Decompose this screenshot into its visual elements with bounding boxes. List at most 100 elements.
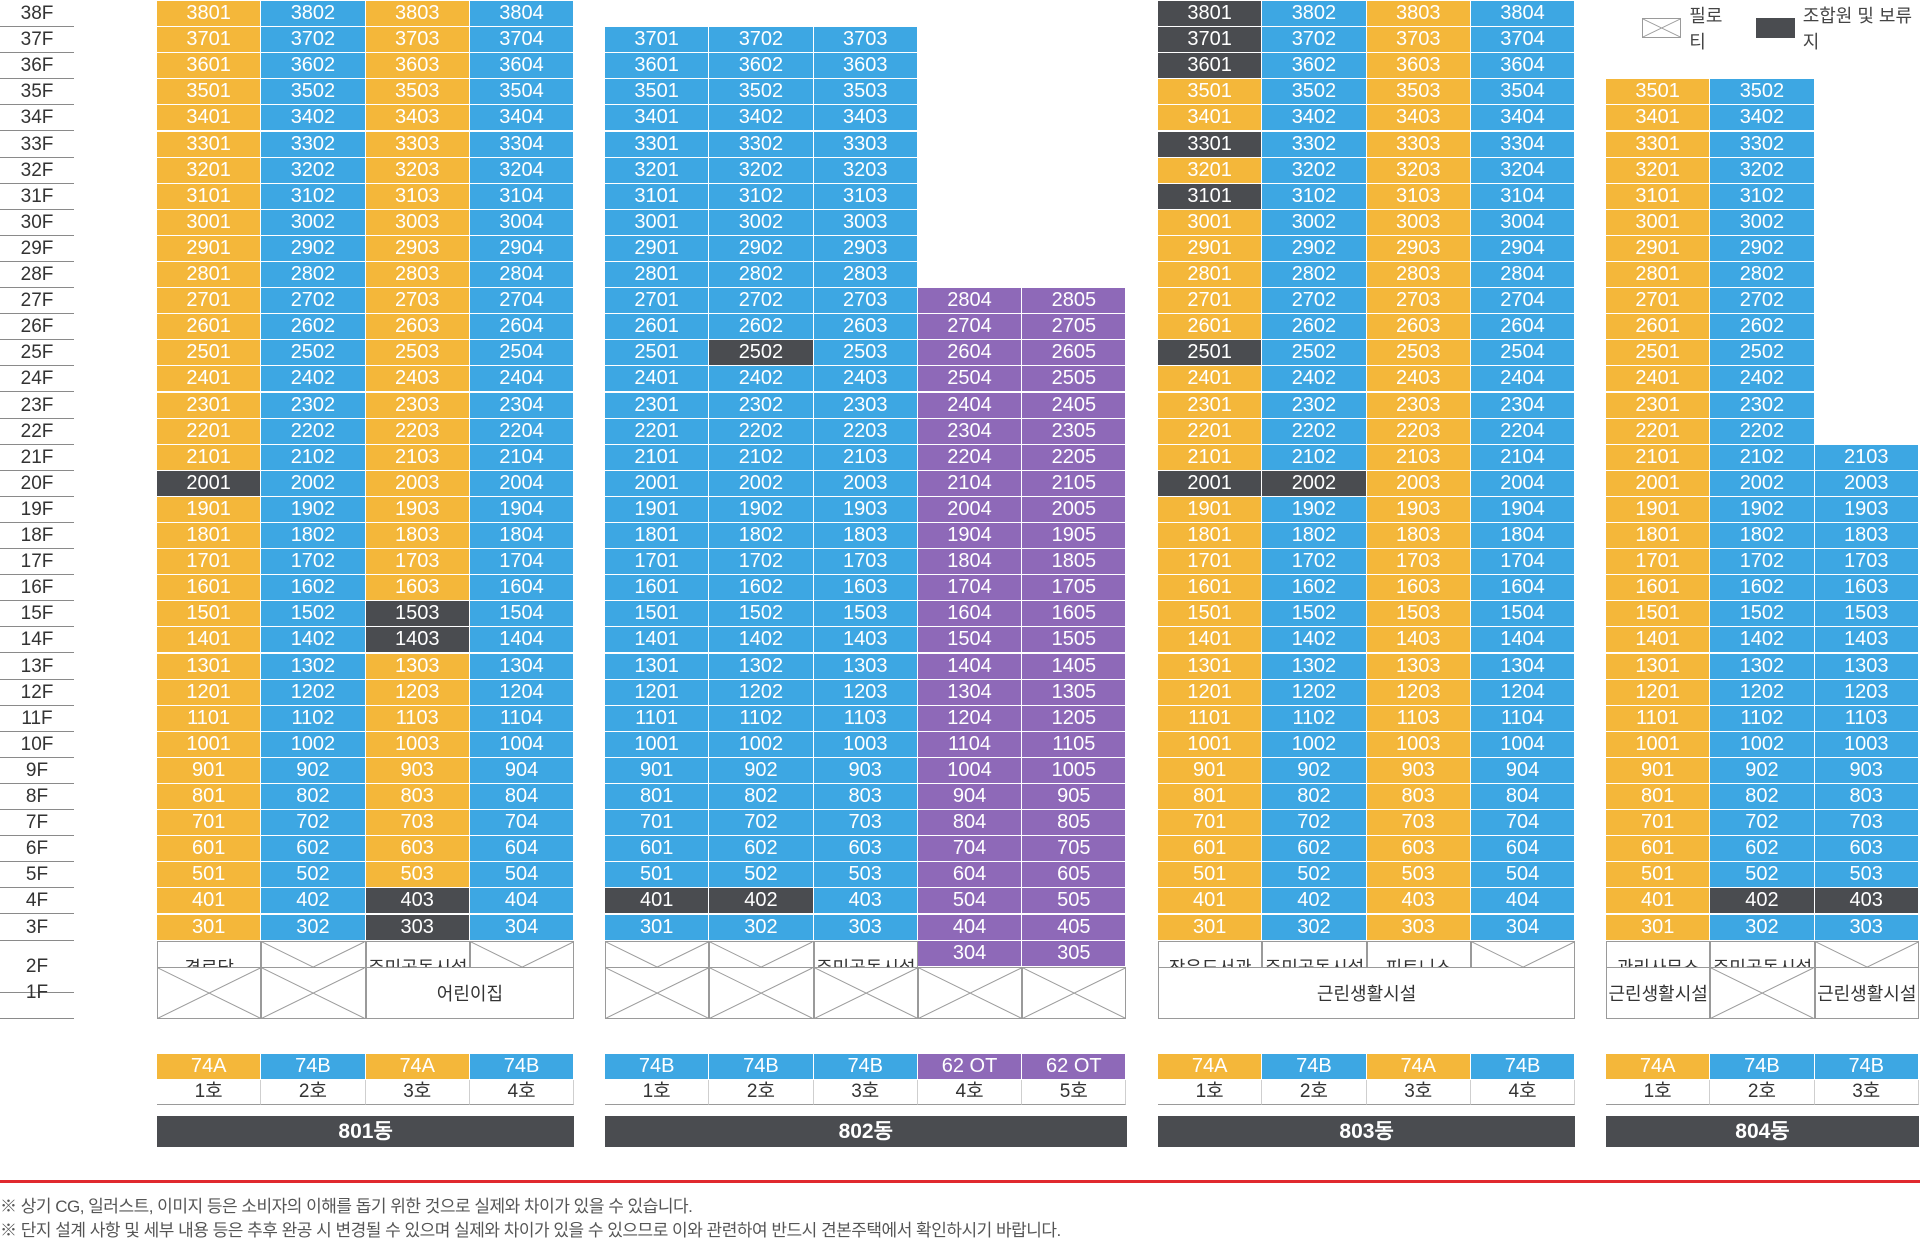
unit-cell: 401: [1606, 888, 1711, 915]
unit-cell: 1303: [813, 653, 918, 680]
building-name: 803동: [1158, 1116, 1576, 1147]
unit-cell: 301: [1606, 914, 1711, 941]
unit-cell: 2902: [261, 235, 366, 262]
unit-cell: 802: [1710, 784, 1815, 811]
unit-cell: 1803: [365, 523, 470, 550]
floor-label: 16F: [0, 575, 74, 602]
unit-cell: 304: [469, 914, 575, 941]
unit-cell: 3202: [709, 157, 814, 184]
line-number-label: 3호: [1366, 1080, 1471, 1105]
unit-cell: 2603: [813, 314, 918, 341]
unit-cell: 601: [1158, 836, 1263, 863]
unit-cell: 2802: [261, 262, 366, 289]
unit-cell: 2901: [1158, 235, 1263, 262]
unit-cell: 3503: [1366, 79, 1471, 106]
unit-cell: 2703: [365, 288, 470, 315]
unit-cell: 1201: [1606, 679, 1711, 706]
unit-cell: 705: [1022, 836, 1127, 863]
unit-cell: 3301: [1606, 131, 1711, 158]
unit-cell: 402: [261, 888, 366, 915]
unit-cell: 1504: [917, 627, 1023, 654]
unit-cell: 2904: [469, 235, 575, 262]
line-number-label: 2호: [1262, 1080, 1367, 1105]
line-number-label: 4호: [1470, 1080, 1576, 1105]
unit-cell: 3803: [1366, 1, 1471, 28]
unit-cell: 404: [917, 914, 1023, 941]
unit-cell: 2305: [1022, 418, 1127, 445]
unit-cell: 2102: [1262, 444, 1367, 471]
unit-cell: 2701: [605, 288, 710, 315]
unit-cell: 3002: [709, 209, 814, 236]
unit-cell: 602: [1262, 836, 1367, 863]
unit-cell: 2705: [1022, 314, 1127, 341]
unit-cell: 2004: [917, 496, 1023, 523]
unit-cell: 901: [605, 757, 710, 784]
unit-cell: 1503: [1366, 601, 1471, 628]
unit-cell: 501: [605, 862, 710, 889]
unit-cell: 3301: [605, 131, 710, 158]
unit-cell: 1001: [157, 731, 262, 758]
unit-cell: 2704: [917, 314, 1023, 341]
unit-cell: 3601: [1158, 53, 1263, 80]
unit-cell: 2602: [1262, 314, 1367, 341]
unit-cell: 2602: [1710, 314, 1815, 341]
unit-cell: 1604: [1470, 575, 1576, 602]
unit-cell: 2103: [1814, 444, 1919, 471]
unit-cell: 303: [1814, 914, 1919, 941]
unit-cell: 1005: [1022, 757, 1127, 784]
unit-cell: 1102: [1710, 705, 1815, 732]
unit-cell: 2402: [1262, 366, 1367, 393]
unit-cell: 2502: [261, 340, 366, 367]
unit-cell: 3003: [813, 209, 918, 236]
unit-cell: 1403: [813, 627, 918, 654]
unit-cell: 3801: [157, 1, 262, 28]
unit-cell: 3401: [157, 105, 262, 132]
unit-cell: 801: [1158, 784, 1263, 811]
unit-cell: 904: [917, 784, 1023, 811]
unit-cell: 3203: [1366, 157, 1471, 184]
unit-type-label: 74A: [1606, 1054, 1711, 1079]
unit-cell: 903: [1366, 757, 1471, 784]
unit-cell: 3403: [1366, 105, 1471, 132]
unit-cell: 802: [1262, 784, 1367, 811]
unit-cell: 1402: [1262, 627, 1367, 654]
unit-cell: 2104: [469, 444, 575, 471]
unit-cell: 1801: [1606, 523, 1711, 550]
unit-cell: 2304: [469, 392, 575, 419]
unit-cell: 2503: [1366, 340, 1471, 367]
unit-type-label: 74A: [1158, 1054, 1263, 1079]
unit-cell: 1902: [261, 496, 366, 523]
unit-cell: 3701: [157, 27, 262, 54]
unit-cell: 2502: [1710, 340, 1815, 367]
unit-cell: 1502: [1262, 601, 1367, 628]
unit-cell: 1101: [157, 705, 262, 732]
unit-cell: 2404: [469, 366, 575, 393]
unit-cell: 2503: [813, 340, 918, 367]
building-name: 804동: [1606, 1116, 1919, 1147]
unit-cell: 2204: [469, 418, 575, 445]
unit-cell: 1401: [157, 627, 262, 654]
unit-cell: 1103: [1814, 705, 1919, 732]
unit-cell: 301: [157, 914, 262, 941]
unit-cell: 2402: [709, 366, 814, 393]
unit-cell: 2404: [1470, 366, 1576, 393]
unit-cell: 2103: [813, 444, 918, 471]
floor-label: 20F: [0, 471, 74, 497]
unit-cell: 1603: [365, 575, 470, 602]
unit-cell: 2602: [709, 314, 814, 341]
unit-cell: 3302: [261, 131, 366, 158]
unit-cell: 402: [1262, 888, 1367, 915]
unit-cell: 3702: [1262, 27, 1367, 54]
facility-1f: 어린이집: [365, 966, 575, 1019]
unit-cell: 304: [1470, 914, 1576, 941]
unit-cell: 2304: [917, 418, 1023, 445]
unit-type-label: 74B: [261, 1054, 366, 1079]
unit-cell: 903: [1814, 757, 1919, 784]
unit-cell: 3101: [605, 183, 710, 210]
unit-cell: 1302: [1710, 653, 1815, 680]
unit-cell: 1704: [917, 575, 1023, 602]
floor-label: 7F: [0, 810, 74, 837]
unit-cell: 3402: [1262, 105, 1367, 132]
unit-cell: 2903: [813, 235, 918, 262]
unit-cell: 1304: [917, 679, 1023, 706]
